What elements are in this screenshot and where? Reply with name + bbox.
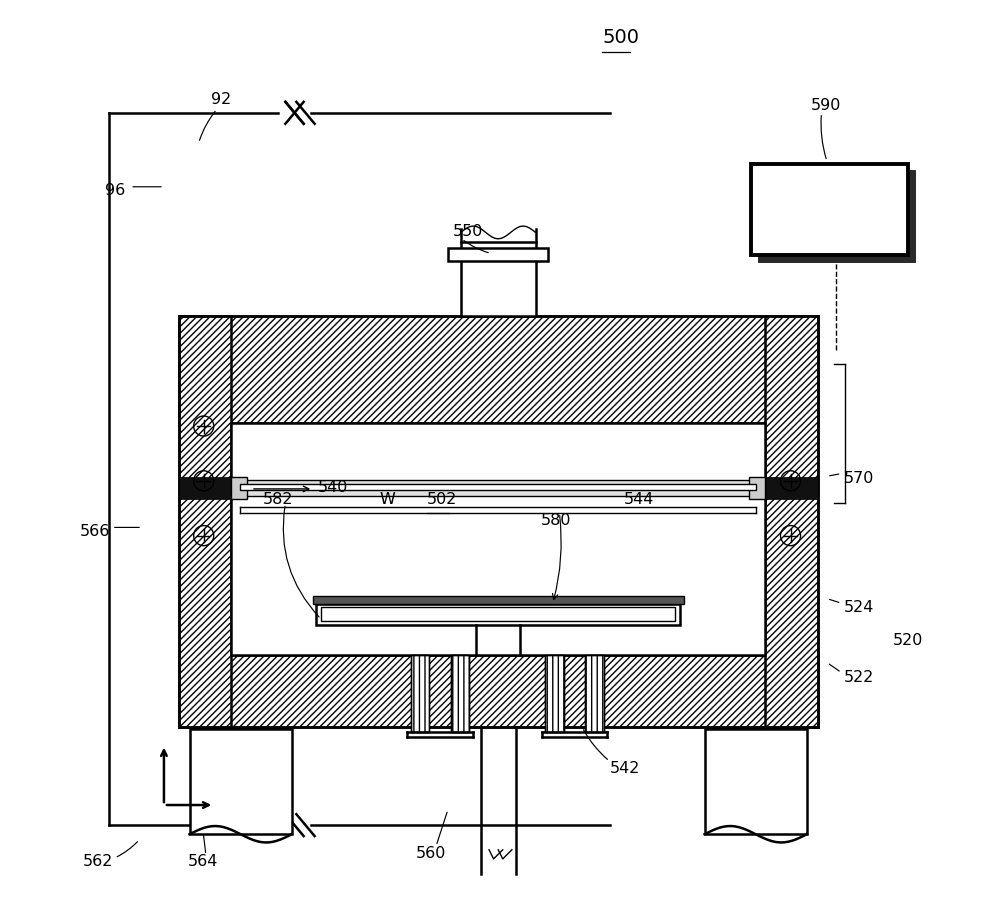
Bar [705, 729, 807, 834]
Bar [545, 656, 564, 732]
Text: 560: 560 [416, 845, 446, 861]
Bar [231, 480, 765, 496]
Text: 550: 550 [453, 224, 483, 239]
Text: 520: 520 [893, 633, 923, 649]
Text: 96: 96 [105, 183, 126, 198]
Bar [179, 477, 236, 499]
Text: 522: 522 [843, 670, 874, 684]
Bar [749, 477, 765, 499]
Bar [179, 316, 818, 423]
Text: 540: 540 [318, 480, 348, 495]
Text: 564: 564 [188, 854, 218, 869]
Bar [316, 605, 680, 626]
Bar [190, 729, 292, 834]
Bar [231, 423, 765, 656]
Bar [451, 656, 469, 732]
Bar [448, 248, 548, 261]
Text: 580: 580 [541, 513, 572, 528]
Text: 562: 562 [83, 854, 113, 869]
Bar [545, 656, 564, 732]
Bar [761, 477, 818, 499]
Text: 590: 590 [810, 98, 841, 113]
Bar [461, 242, 536, 316]
Text: W: W [379, 492, 395, 507]
Bar [313, 596, 684, 605]
Bar [411, 656, 429, 732]
Text: 544: 544 [623, 492, 654, 507]
Bar [240, 485, 756, 490]
Bar [585, 656, 604, 732]
Text: 582: 582 [263, 492, 293, 507]
Text: 566: 566 [80, 524, 110, 539]
Bar [231, 477, 247, 499]
Text: 570: 570 [843, 471, 874, 485]
Text: 92: 92 [211, 92, 231, 106]
Bar [765, 316, 818, 727]
Bar [585, 656, 604, 732]
Bar [321, 607, 675, 621]
Bar [751, 164, 908, 256]
Bar [179, 316, 231, 727]
Bar [179, 656, 818, 727]
Bar [451, 656, 469, 732]
Text: 500: 500 [602, 28, 639, 48]
Text: 502: 502 [427, 492, 457, 507]
Bar [758, 170, 915, 262]
Bar [179, 316, 818, 727]
Text: 542: 542 [610, 761, 640, 776]
Text: 524: 524 [843, 600, 874, 616]
Bar [411, 656, 429, 732]
